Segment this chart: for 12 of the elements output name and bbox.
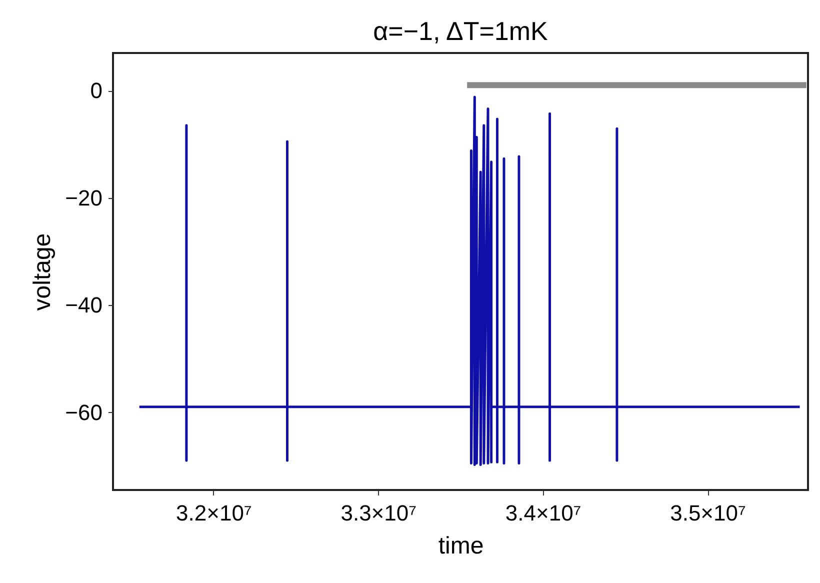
line-series bbox=[138, 96, 802, 466]
x-tick-label: 3.5×10⁷ bbox=[670, 500, 746, 526]
y-tick-label: −20 bbox=[65, 185, 102, 210]
x-tick-label: 3.2×10⁷ bbox=[176, 500, 252, 526]
y-axis-title: voltage bbox=[29, 233, 56, 311]
y-tick-label: 0 bbox=[90, 78, 102, 104]
x-axis-title: time bbox=[438, 532, 484, 560]
y-tick-label: −60 bbox=[65, 400, 102, 425]
chart-title: α=−1, ΔT=1mK bbox=[373, 16, 549, 46]
x-tick-label: 3.4×10⁷ bbox=[505, 500, 582, 526]
y-tick-label: −40 bbox=[65, 292, 102, 318]
x-tick-label: 3.3×10⁷ bbox=[340, 500, 417, 526]
